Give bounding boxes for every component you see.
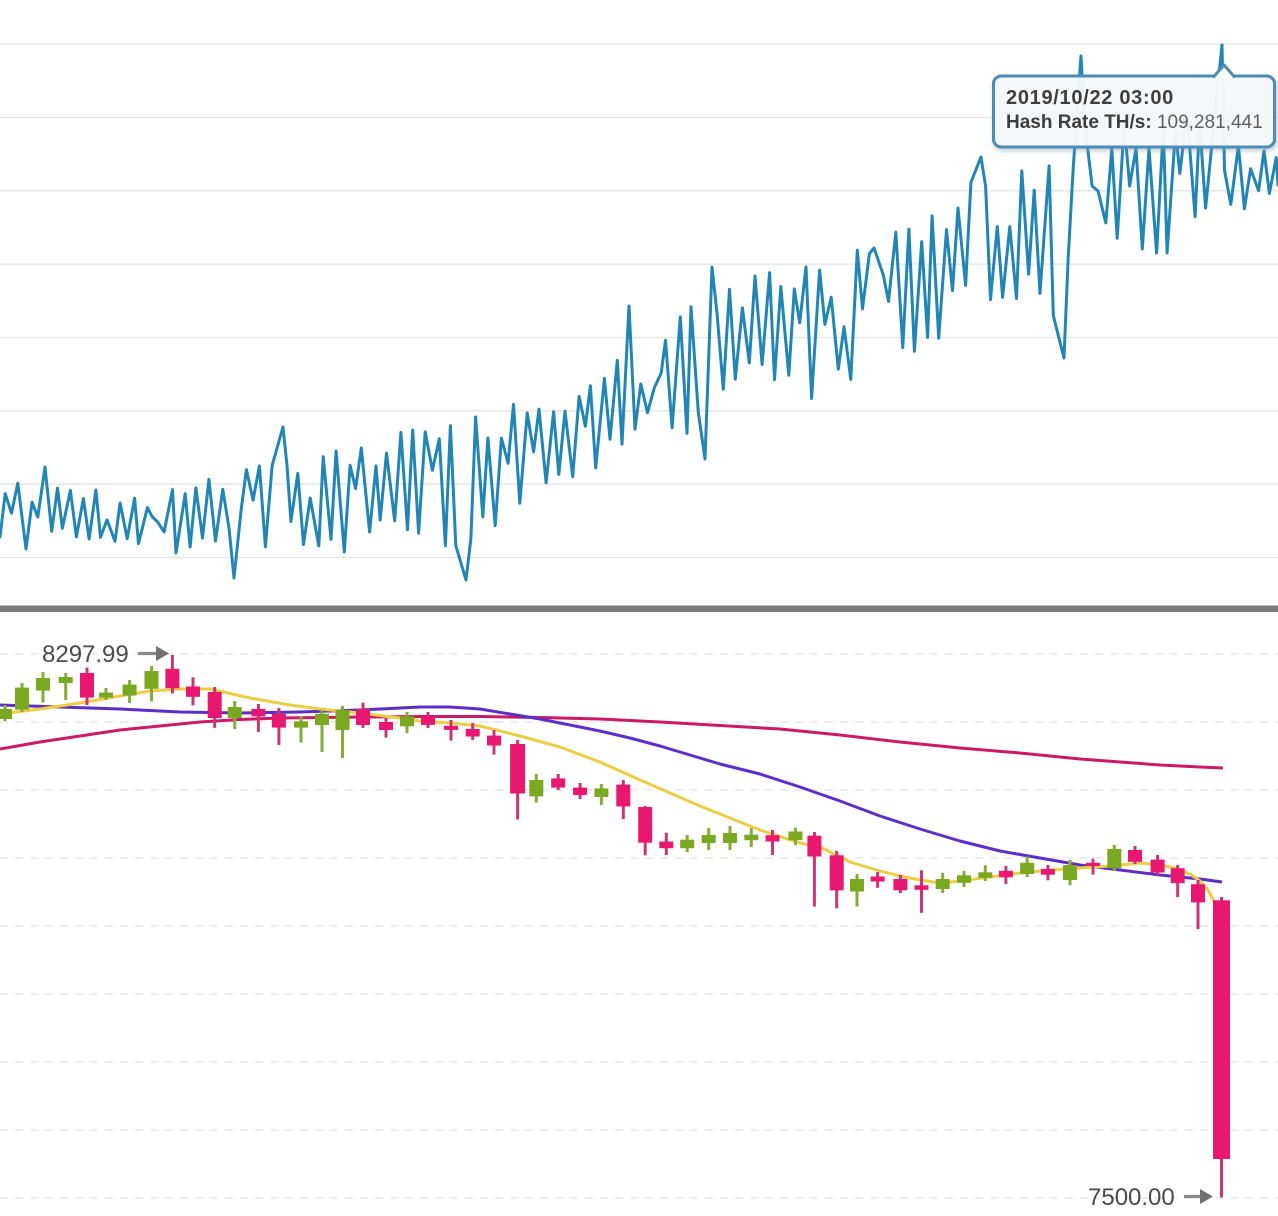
svg-text:2019/10/22 03:00: 2019/10/22 03:00: [1006, 87, 1174, 109]
svg-text:7500.00: 7500.00: [1088, 1184, 1175, 1211]
svg-text:Hash Rate TH/s: 109,281,441: Hash Rate TH/s: 109,281,441: [1006, 112, 1263, 133]
svg-text:8297.99: 8297.99: [42, 641, 129, 668]
